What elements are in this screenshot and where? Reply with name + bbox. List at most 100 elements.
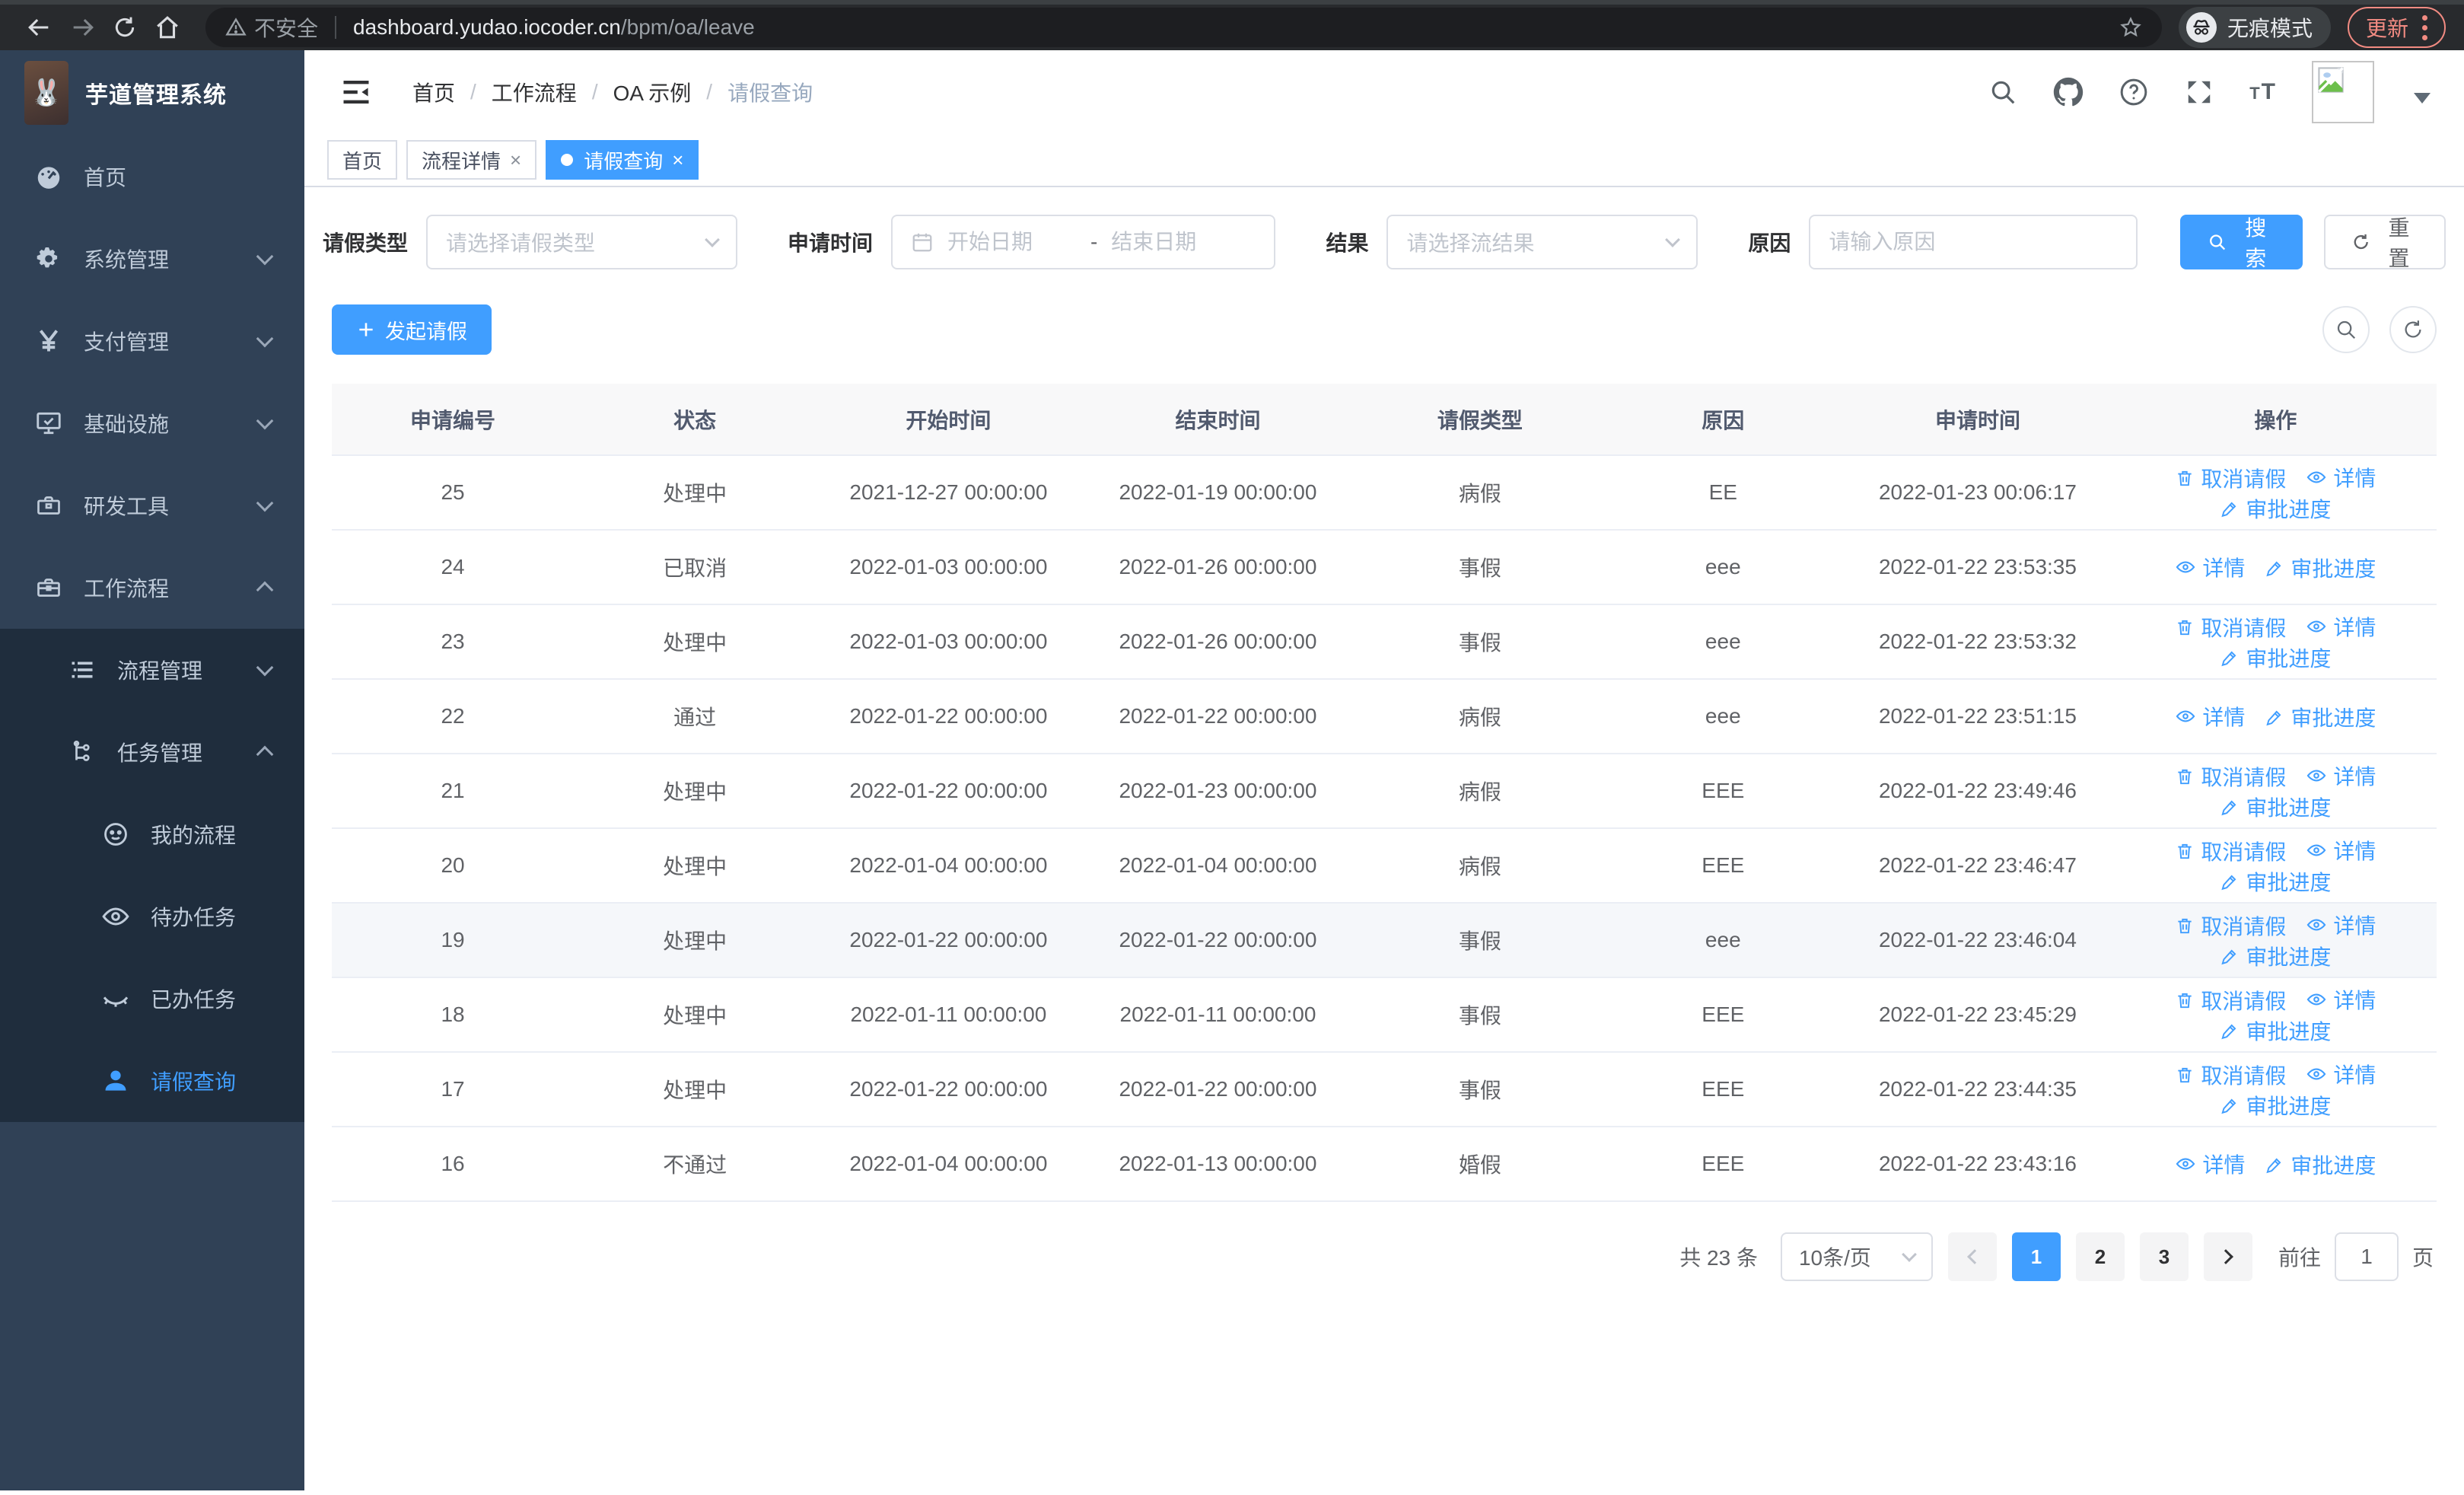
action-progress-link[interactable]: 审批进度 <box>2220 1015 2331 1046</box>
action-detail-link[interactable]: 详情 <box>2175 552 2245 582</box>
home-icon[interactable] <box>146 6 189 49</box>
sidebar-item-system-management[interactable]: 系统管理 <box>0 218 304 300</box>
action-detail-link[interactable]: 详情 <box>2306 984 2376 1015</box>
sidebar-item-my-process[interactable]: 我的流程 <box>0 793 304 875</box>
close-icon[interactable]: × <box>672 148 684 171</box>
action-cancel-leave-link[interactable]: 取消请假 <box>2175 463 2286 493</box>
sidebar-item-leave-query[interactable]: 请假查询 <box>0 1040 304 1122</box>
action-detail-link[interactable]: 详情 <box>2175 1149 2245 1179</box>
help-icon[interactable] <box>2119 77 2149 107</box>
action-progress-link[interactable]: 审批进度 <box>2220 642 2331 673</box>
table-row: 19 处理中 2022-01-22 00:00:00 2022-01-22 00:00… <box>332 903 2437 978</box>
cell-start-time: 2022-01-22 00:00:00 <box>816 754 1081 829</box>
action-detail-link[interactable]: 详情 <box>2306 611 2376 642</box>
table-refresh-button[interactable] <box>2389 306 2437 353</box>
action-cancel-leave-link[interactable]: 取消请假 <box>2175 612 2286 642</box>
action-detail-link[interactable]: 详情 <box>2306 1059 2376 1089</box>
end-date-input[interactable] <box>1111 230 1241 254</box>
apply-time-range-picker[interactable]: - <box>890 215 1276 269</box>
sidebar-item-todo-tasks[interactable]: 待办任务 <box>0 875 304 958</box>
fullscreen-icon[interactable] <box>2184 77 2214 107</box>
start-date-input[interactable] <box>947 230 1077 254</box>
star-icon[interactable] <box>2119 16 2142 39</box>
action-detail-link[interactable]: 详情 <box>2306 835 2376 865</box>
column-header: 开始时间 <box>816 384 1081 456</box>
search-button[interactable]: 搜索 <box>2180 215 2303 270</box>
address-bar[interactable]: 不安全 dashboard.yudao.iocoder.cn /bpm/oa/l… <box>205 8 2162 47</box>
search-icon[interactable] <box>1988 77 2018 107</box>
cell-actions: 详情 审批进度 <box>2114 1127 2437 1202</box>
caret-down-icon[interactable] <box>2414 93 2431 104</box>
font-size-icon[interactable]: TT <box>2249 79 2277 104</box>
tab-home[interactable]: 首页 <box>327 140 398 180</box>
action-progress-link[interactable]: 审批进度 <box>2265 1149 2376 1180</box>
tab-leave-query[interactable]: 请假查询 × <box>546 140 699 180</box>
sidebar-item-task-management[interactable]: 任务管理 <box>0 711 304 793</box>
action-detail-link[interactable]: 详情 <box>2306 910 2376 940</box>
goto-label: 前往 <box>2278 1246 2321 1270</box>
cell-end-time: 2022-01-13 00:00:00 <box>1081 1127 1355 1202</box>
forward-arrow-icon[interactable] <box>61 6 103 49</box>
breadcrumb-item[interactable]: 工作流程 <box>491 81 577 105</box>
edit-icon <box>2220 946 2240 966</box>
page-button-2[interactable]: 2 <box>2075 1232 2125 1281</box>
action-cancel-leave-link[interactable]: 取消请假 <box>2175 985 2286 1015</box>
reason-input[interactable] <box>1829 230 2119 254</box>
app-logo-row: 🐰 芋道管理系统 <box>0 50 304 135</box>
reload-icon[interactable] <box>103 6 146 49</box>
action-progress-link[interactable]: 审批进度 <box>2220 941 2331 971</box>
action-detail-link[interactable]: 详情 <box>2306 462 2376 492</box>
result-select[interactable]: 请选择流结果 <box>1386 215 1698 269</box>
sidebar-item-dev-tools[interactable]: 研发工具 <box>0 464 304 547</box>
column-header: 操作 <box>2114 384 2437 456</box>
avatar-broken-image[interactable] <box>2312 61 2374 123</box>
goto-page-input[interactable] <box>2334 1232 2399 1281</box>
reason-label: 原因 <box>1748 231 1791 255</box>
sidebar-item-process-management[interactable]: 流程管理 <box>0 629 304 711</box>
action-progress-link[interactable]: 审批进度 <box>2220 792 2331 822</box>
action-cancel-leave-link[interactable]: 取消请假 <box>2175 836 2286 866</box>
back-arrow-icon[interactable] <box>18 6 61 49</box>
leave-type-placeholder: 请选择请假类型 <box>446 231 596 255</box>
sidebar-item-home[interactable]: 首页 <box>0 135 304 218</box>
action-progress-link[interactable]: 审批进度 <box>2265 553 2376 583</box>
tab-process-detail[interactable]: 流程详情 × <box>406 140 537 180</box>
action-cancel-leave-link[interactable]: 取消请假 <box>2175 1060 2286 1090</box>
hamburger-collapse-icon[interactable] <box>339 75 373 109</box>
prev-page-button[interactable] <box>1947 1232 1997 1281</box>
security-warning[interactable]: 不安全 <box>225 12 318 43</box>
action-progress-link[interactable]: 审批进度 <box>2220 866 2331 897</box>
action-cancel-leave-link[interactable]: 取消请假 <box>2175 761 2286 792</box>
sidebar-item-payment-management[interactable]: 支付管理 <box>0 300 304 382</box>
page-size-select[interactable]: 10条/页 <box>1780 1232 1933 1281</box>
action-progress-link[interactable]: 审批进度 <box>2220 493 2331 524</box>
reset-button[interactable]: 重置 <box>2323 215 2446 270</box>
reason-input-box[interactable] <box>1809 215 2138 269</box>
breadcrumb-item[interactable]: 首页 <box>412 81 456 105</box>
sidebar-item-workflow[interactable]: 工作流程 <box>0 547 304 629</box>
cell-end-time: 2022-01-23 00:00:00 <box>1081 754 1355 829</box>
kebab-menu-icon[interactable] <box>2422 14 2427 40</box>
refresh-icon <box>2354 234 2368 250</box>
page-button-1[interactable]: 1 <box>2011 1232 2061 1281</box>
action-progress-link[interactable]: 审批进度 <box>2220 1090 2331 1120</box>
action-detail-link[interactable]: 详情 <box>2175 701 2245 732</box>
sidebar-item-infrastructure[interactable]: 基础设施 <box>0 382 304 464</box>
page-button-3[interactable]: 3 <box>2139 1232 2189 1281</box>
action-cancel-leave-link[interactable]: 取消请假 <box>2175 910 2286 941</box>
update-button[interactable]: 更新 <box>2347 7 2446 48</box>
plus-icon <box>359 323 373 336</box>
github-icon[interactable] <box>2053 77 2084 107</box>
close-icon[interactable]: × <box>510 148 522 171</box>
create-leave-button[interactable]: 发起请假 <box>332 304 492 355</box>
cell-status: 处理中 <box>574 977 817 1053</box>
action-progress-link[interactable]: 审批进度 <box>2265 702 2376 732</box>
table-search-button[interactable] <box>2322 306 2370 353</box>
next-page-button[interactable] <box>2203 1232 2252 1281</box>
omnibox-divider <box>335 16 337 39</box>
leave-type-select[interactable]: 请选择请假类型 <box>426 215 737 269</box>
breadcrumb-item[interactable]: OA 示例 <box>613 81 692 105</box>
sidebar-item-done-tasks[interactable]: 已办任务 <box>0 958 304 1040</box>
cell-end-time: 2022-01-22 00:00:00 <box>1081 903 1355 978</box>
action-detail-link[interactable]: 详情 <box>2306 760 2376 791</box>
